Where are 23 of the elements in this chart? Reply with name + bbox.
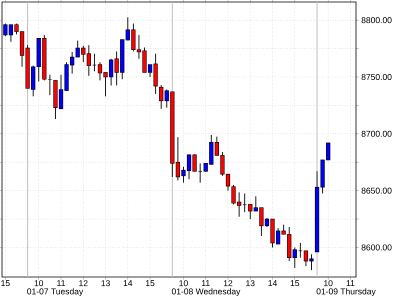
y-tick-label: 8650.00 (362, 188, 392, 194)
x-tick-label: 11 (202, 280, 210, 286)
x-tick-label: 15 (1, 280, 10, 286)
x-tick-label: 14 (124, 280, 132, 286)
x-tick-label: 10 (179, 280, 188, 286)
x-tick-label: 11 (57, 280, 66, 286)
x-tick-label: 10 (34, 280, 44, 286)
text: 01-07 Tuesday (27, 288, 84, 296)
x-tick-label: 11 (346, 280, 354, 286)
y-tick-label: 8600.00 (362, 244, 392, 250)
x-tick-label: 13 (246, 280, 255, 286)
x-tick-label: 15 (290, 280, 300, 286)
y-tick-label: 8700.00 (362, 130, 392, 137)
x-tick-label: 12 (224, 280, 232, 286)
x-tick-label: 12 (79, 280, 88, 286)
text: 01-09 Thursday (316, 288, 376, 296)
x-tick-label: 10 (324, 280, 333, 286)
x-tick-label: 15 (146, 280, 154, 286)
x-tick-label: 13 (101, 280, 110, 286)
y-tick-label: 8800.00 (362, 17, 392, 24)
text: 01-08 Wednesday (172, 288, 240, 296)
x-tick-label: 14 (268, 280, 277, 286)
y-tick-label: 8750.00 (362, 74, 392, 80)
